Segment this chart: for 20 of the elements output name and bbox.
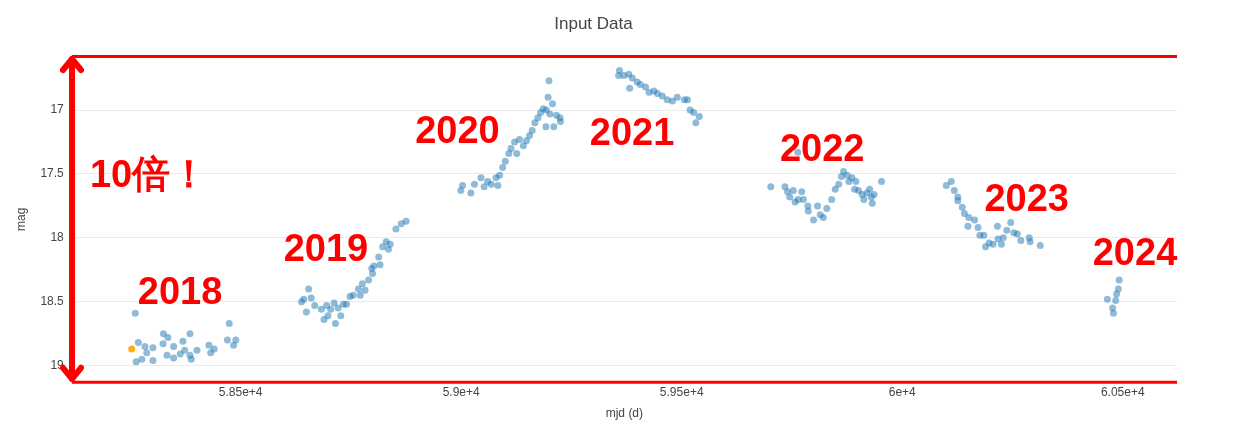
y-axis-title: mag — [13, 207, 28, 231]
annotation: 2020 — [415, 109, 500, 152]
y-tick-label: 17.5 — [40, 166, 65, 181]
x-axis-title: mjd (d) — [605, 406, 644, 421]
x-tick-label: 5.85e+4 — [218, 384, 263, 399]
chart-title: Input Data — [554, 13, 634, 33]
annotation: 2021 — [589, 111, 675, 154]
annotation: 2024 — [1092, 231, 1178, 274]
x-tick-label: 5.95e+4 — [659, 384, 704, 399]
x-tick-label: 5.9e+4 — [442, 384, 481, 399]
y-tick-label: 17 — [50, 102, 65, 117]
annotation: 2019 — [283, 227, 369, 270]
annotation: 10倍！ — [89, 153, 209, 196]
x-tick-label: 6e+4 — [888, 384, 917, 399]
annotation: 2023 — [984, 176, 1069, 219]
annotation: 2018 — [137, 270, 223, 313]
y-tick-label: 18 — [50, 230, 65, 245]
annotation: 2022 — [779, 126, 865, 169]
y-tick-label: 18.5 — [40, 294, 65, 309]
x-tick-label: 6.05e+4 — [1100, 384, 1145, 399]
